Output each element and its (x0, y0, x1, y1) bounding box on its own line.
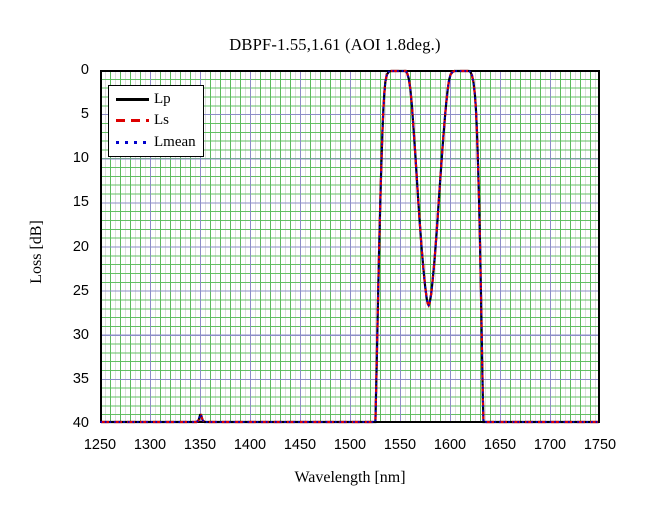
y-tick-label: 30 (72, 326, 89, 343)
lp-solid-line-sample (116, 98, 149, 102)
x-tick-label: 1450 (283, 437, 317, 453)
y-tick-label: 10 (72, 150, 89, 167)
y-tick-label: 5 (80, 106, 89, 123)
x-tick-label: 1550 (383, 437, 417, 453)
legend-item-ls: Ls (116, 111, 203, 131)
legend-box: Lp Ls Lmean (108, 85, 204, 157)
x-tick-label: 1400 (233, 437, 267, 453)
legend-label-lmean: Lmean (154, 133, 196, 150)
plot-canvas (100, 69, 600, 424)
y-tick-label: 20 (72, 238, 89, 255)
x-tick-label: 1350 (183, 437, 217, 453)
ls-dashed-line-sample (116, 119, 149, 123)
legend-item-lp: Lp (116, 90, 203, 110)
chart-title: DBPF-1.55,1.61 (AOI 1.8deg.) (229, 35, 441, 54)
x-tick-label: 1250 (83, 437, 117, 453)
x-tick-label: 1700 (533, 437, 567, 453)
y-tick-label: 0 (80, 62, 89, 78)
lmean-dotted-line-sample (116, 140, 149, 144)
series-lmean-line (100, 70, 600, 423)
y-tick-label: 35 (72, 370, 89, 387)
y-tick-label: 15 (72, 194, 89, 211)
x-axis-label: Wavelength [nm] (294, 469, 406, 486)
x-tick-label: 1750 (583, 437, 617, 453)
legend-label-lp: Lp (154, 91, 171, 108)
legend-label-ls: Ls (154, 112, 169, 129)
x-tick-label: 1650 (483, 437, 517, 453)
y-axis-label: Loss [dB] (28, 220, 45, 284)
y-tick-label: 25 (72, 282, 89, 299)
x-tick-label: 1500 (333, 437, 367, 453)
y-tick-label: 40 (72, 415, 89, 431)
legend-item-lmean: Lmean (116, 132, 203, 152)
x-tick-label: 1600 (433, 437, 467, 453)
x-tick-label: 1300 (133, 437, 167, 453)
